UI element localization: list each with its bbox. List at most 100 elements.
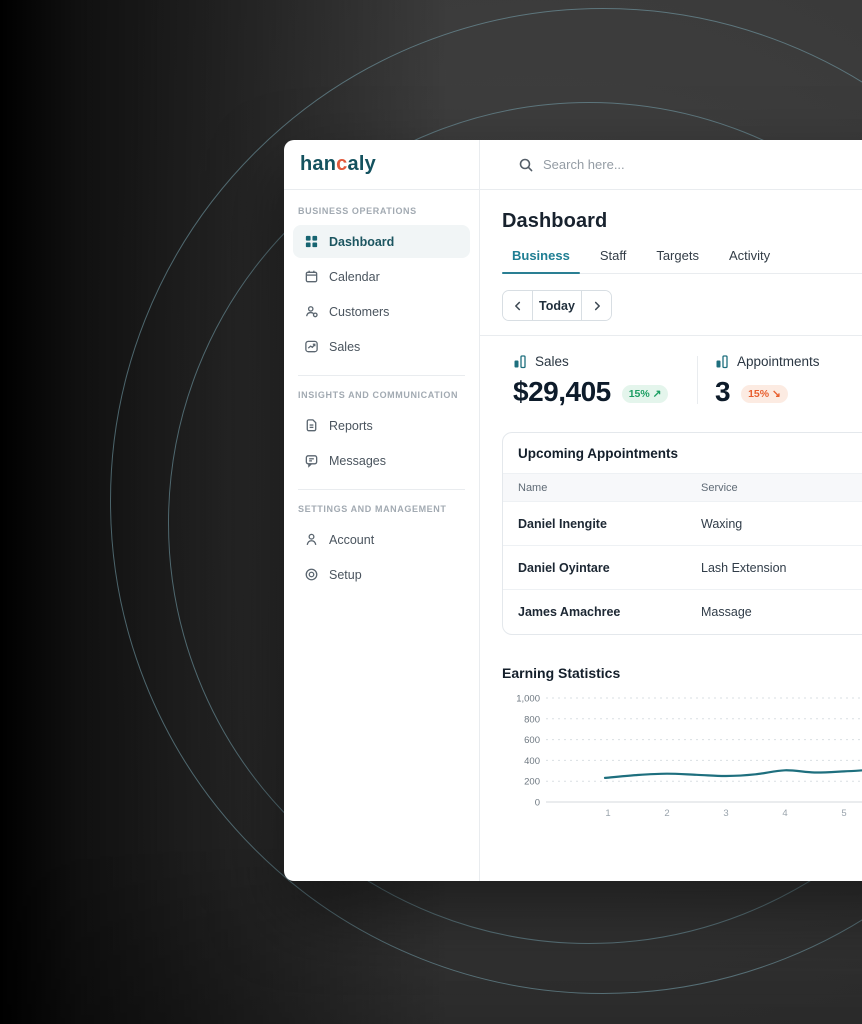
date-navigator: Today: [502, 290, 612, 321]
svg-text:1: 1: [605, 808, 610, 819]
cell-name: James Amachree: [518, 605, 621, 619]
app-window: hancaly BUSINESS OPERATIONS Dashboard Ca…: [284, 140, 862, 881]
appointments-stat-label: Appointments: [737, 354, 820, 369]
sales-stat-icon: [513, 354, 527, 369]
sidebar-item-label: Sales: [329, 339, 361, 354]
brand-part1: han: [300, 153, 337, 175]
search-icon: [518, 157, 534, 173]
sales-stat-value-row: $29,405 15% ↗: [513, 378, 697, 406]
brand-part3: aly: [347, 153, 376, 175]
sales-stat: Sales $29,405 15% ↗: [502, 354, 697, 406]
search-input[interactable]: [543, 157, 783, 172]
column-header-service: Service: [701, 481, 738, 494]
sidebar-item-label: Reports: [329, 418, 373, 433]
svg-text:4: 4: [782, 808, 787, 819]
tab-activity[interactable]: Activity: [728, 248, 771, 263]
sidebar-item-label: Account: [329, 532, 375, 547]
sidebar-item-dashboard[interactable]: Dashboard: [293, 225, 470, 258]
sidebar-item-reports[interactable]: Reports: [293, 409, 470, 442]
appointments-stat: Appointments 3 15% ↘: [698, 354, 820, 406]
svg-text:800: 800: [524, 714, 540, 725]
logo-bar: hancaly: [284, 140, 479, 190]
sidebar-nav: BUSINESS OPERATIONS Dashboard Calendar C…: [284, 190, 479, 593]
column-header-name: Name: [518, 481, 548, 494]
upcoming-appointments-card: Upcoming Appointments Name Service Danie…: [502, 432, 862, 635]
appointments-change-text: 15%: [748, 388, 770, 400]
today-button[interactable]: Today: [532, 291, 582, 320]
tab-business[interactable]: Business: [502, 248, 580, 274]
svg-text:1,000: 1,000: [516, 694, 540, 705]
sidebar-item-label: Calendar: [329, 269, 380, 284]
chevron-left-icon: [511, 299, 525, 313]
cell-name: Daniel Inengite: [518, 516, 607, 531]
appointments-change-badge: 15% ↘: [741, 385, 788, 403]
dashboard-content: Dashboard Business Staff Targets Activit…: [480, 190, 862, 826]
account-icon: [303, 532, 319, 548]
svg-text:200: 200: [524, 777, 540, 788]
earning-chart: 0 200 400 600 800 1,000 1 2 3 4 5: [502, 691, 862, 826]
stats-divider: [697, 356, 698, 404]
sales-change-badge: 15% ↗: [621, 385, 669, 403]
trend-down-arrow-icon: ↘: [772, 388, 781, 400]
sidebar-item-label: Customers: [329, 304, 390, 319]
cell-name: Daniel Oyintare: [518, 560, 610, 575]
svg-text:2: 2: [664, 808, 669, 819]
sales-change-text: 15%: [628, 388, 650, 400]
main-panel: Dashboard Business Staff Targets Activit…: [480, 140, 862, 881]
svg-text:400: 400: [524, 756, 540, 767]
table-row: Daniel Inengite Waxing: [503, 502, 862, 546]
sales-stat-label: Sales: [535, 354, 569, 369]
sidebar-item-calendar[interactable]: Calendar: [293, 260, 470, 293]
sidebar-item-sales[interactable]: Sales: [293, 330, 470, 363]
brand-logo[interactable]: hancaly: [300, 153, 376, 176]
sidebar-item-account[interactable]: Account: [293, 523, 470, 556]
appointments-stat-value-row: 3 15% ↘: [715, 378, 820, 406]
cell-service: Waxing: [701, 516, 743, 531]
customers-icon: [303, 304, 319, 320]
tab-staff[interactable]: Staff: [599, 248, 627, 263]
sales-trend-icon: [303, 339, 319, 355]
topbar: [480, 140, 862, 190]
stats-row: Sales $29,405 15% ↗ Appointments: [502, 336, 862, 406]
trend-up-arrow-icon: ↗: [652, 388, 662, 400]
earning-statistics-title: Earning Statistics: [502, 665, 621, 681]
sidebar-item-messages[interactable]: Messages: [293, 444, 470, 477]
svg-text:0: 0: [535, 798, 540, 809]
report-icon: [303, 418, 319, 434]
sidebar-item-customers[interactable]: Customers: [293, 295, 470, 328]
sidebar-divider: [298, 489, 465, 490]
sidebar-divider: [298, 375, 465, 376]
calendar-icon: [303, 269, 319, 285]
upcoming-appointments-title: Upcoming Appointments: [518, 446, 678, 461]
section-divider: [480, 335, 862, 336]
tab-targets[interactable]: Targets: [656, 248, 699, 263]
message-icon: [303, 453, 319, 469]
svg-text:5: 5: [841, 808, 846, 819]
page-title: Dashboard: [502, 210, 608, 232]
section-label-business-operations: BUSINESS OPERATIONS: [298, 206, 417, 216]
previous-day-button[interactable]: [503, 291, 532, 320]
brand-part2: c: [336, 153, 348, 175]
setup-icon: [303, 567, 319, 583]
sidebar-item-label: Setup: [329, 567, 362, 582]
appointments-stat-icon: [715, 354, 729, 369]
sales-stat-value: $29,405: [513, 376, 611, 407]
chevron-right-icon: [590, 299, 604, 313]
table-row: Daniel Oyintare Lash Extension: [503, 546, 862, 590]
appointments-table-header: Name Service: [503, 473, 862, 502]
cell-service: Massage: [701, 605, 752, 619]
svg-text:600: 600: [524, 735, 540, 746]
sales-stat-head: Sales: [513, 354, 697, 369]
sidebar: hancaly BUSINESS OPERATIONS Dashboard Ca…: [284, 140, 480, 881]
section-label-insights: INSIGHTS AND COMMUNICATION: [298, 390, 459, 400]
appointments-stat-head: Appointments: [715, 354, 820, 369]
sidebar-item-label: Dashboard: [329, 234, 395, 249]
dashboard-grid-icon: [303, 234, 319, 250]
earning-chart-svg: 0 200 400 600 800 1,000 1 2 3 4 5: [516, 694, 862, 819]
section-label-settings: SETTINGS AND MANAGEMENT: [298, 504, 447, 514]
appointments-stat-value: 3: [715, 376, 731, 407]
sidebar-item-setup[interactable]: Setup: [293, 558, 470, 591]
sidebar-item-label: Messages: [329, 453, 386, 468]
next-day-button[interactable]: [582, 291, 611, 320]
svg-text:3: 3: [723, 808, 728, 819]
